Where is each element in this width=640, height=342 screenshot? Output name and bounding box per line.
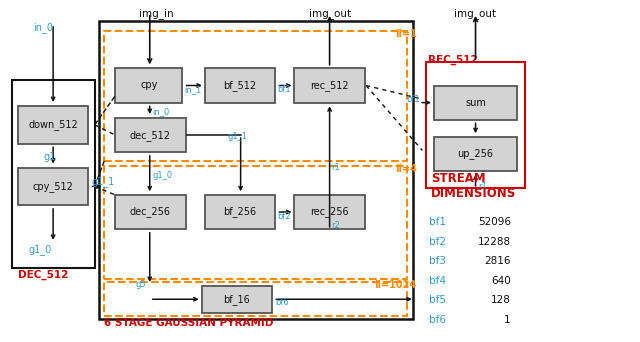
Text: r2: r2	[332, 221, 340, 230]
FancyBboxPatch shape	[294, 68, 365, 103]
FancyBboxPatch shape	[18, 106, 88, 144]
FancyBboxPatch shape	[294, 195, 365, 229]
Text: STREAM: STREAM	[431, 172, 485, 185]
Text: bf1: bf1	[277, 85, 291, 94]
Text: down_512: down_512	[28, 119, 78, 130]
Text: g1_1: g1_1	[92, 176, 115, 187]
Text: cpy: cpy	[140, 80, 157, 91]
Text: bf_256: bf_256	[223, 207, 257, 218]
Text: dec_256: dec_256	[130, 207, 171, 218]
Text: sum: sum	[465, 97, 486, 108]
FancyBboxPatch shape	[202, 286, 272, 313]
Text: g1_0: g1_0	[152, 171, 172, 180]
Text: REC_512: REC_512	[428, 55, 477, 65]
Text: II=4: II=4	[396, 164, 417, 174]
Text: in_0: in_0	[152, 107, 170, 116]
Text: img_out: img_out	[454, 8, 497, 19]
Text: rec_512: rec_512	[310, 80, 349, 91]
FancyBboxPatch shape	[115, 118, 186, 152]
Text: in_0: in_0	[33, 22, 53, 33]
Text: g1: g1	[44, 152, 56, 162]
Text: img_out: img_out	[308, 8, 351, 19]
Text: rec_256: rec_256	[310, 207, 349, 218]
Text: 1: 1	[504, 315, 511, 325]
Text: bf6: bf6	[275, 298, 289, 307]
Text: bf2: bf2	[429, 237, 446, 247]
Text: bf4: bf4	[429, 276, 446, 286]
Text: img_in: img_in	[140, 8, 174, 19]
Text: bf_512: bf_512	[223, 80, 257, 91]
Text: bf3: bf3	[429, 256, 446, 266]
Text: DIMENSIONS: DIMENSIONS	[431, 187, 516, 200]
Text: g5: g5	[136, 280, 147, 289]
FancyBboxPatch shape	[18, 168, 88, 205]
Text: II=1024: II=1024	[374, 280, 417, 290]
Text: bf1: bf1	[429, 217, 446, 227]
Text: bf_16: bf_16	[223, 294, 250, 305]
Text: bf6: bf6	[429, 315, 446, 325]
Text: 640: 640	[491, 276, 511, 286]
FancyBboxPatch shape	[434, 137, 517, 171]
FancyBboxPatch shape	[115, 68, 182, 103]
Text: g1_0: g1_0	[29, 244, 52, 255]
Text: DEC_512: DEC_512	[18, 270, 68, 280]
Text: bf1: bf1	[406, 95, 420, 104]
FancyBboxPatch shape	[115, 195, 186, 229]
Text: r1: r1	[332, 163, 340, 172]
Text: up_256: up_256	[458, 148, 493, 159]
Text: 12288: 12288	[477, 237, 511, 247]
Text: cpy_512: cpy_512	[33, 181, 74, 192]
Text: 2816: 2816	[484, 256, 511, 266]
Text: dec_512: dec_512	[130, 130, 171, 141]
Text: bf5: bf5	[429, 295, 446, 305]
FancyBboxPatch shape	[434, 86, 517, 120]
Text: in_1: in_1	[184, 85, 202, 94]
Text: 6 STAGE GAUSSIAN PYRAMID: 6 STAGE GAUSSIAN PYRAMID	[104, 318, 274, 328]
Text: g1_1: g1_1	[228, 132, 248, 141]
Text: 52096: 52096	[477, 217, 511, 227]
Text: r1: r1	[479, 182, 488, 191]
Text: II=1: II=1	[396, 29, 417, 39]
FancyBboxPatch shape	[205, 68, 275, 103]
Text: bf2: bf2	[277, 212, 291, 221]
FancyBboxPatch shape	[205, 195, 275, 229]
Text: 128: 128	[491, 295, 511, 305]
